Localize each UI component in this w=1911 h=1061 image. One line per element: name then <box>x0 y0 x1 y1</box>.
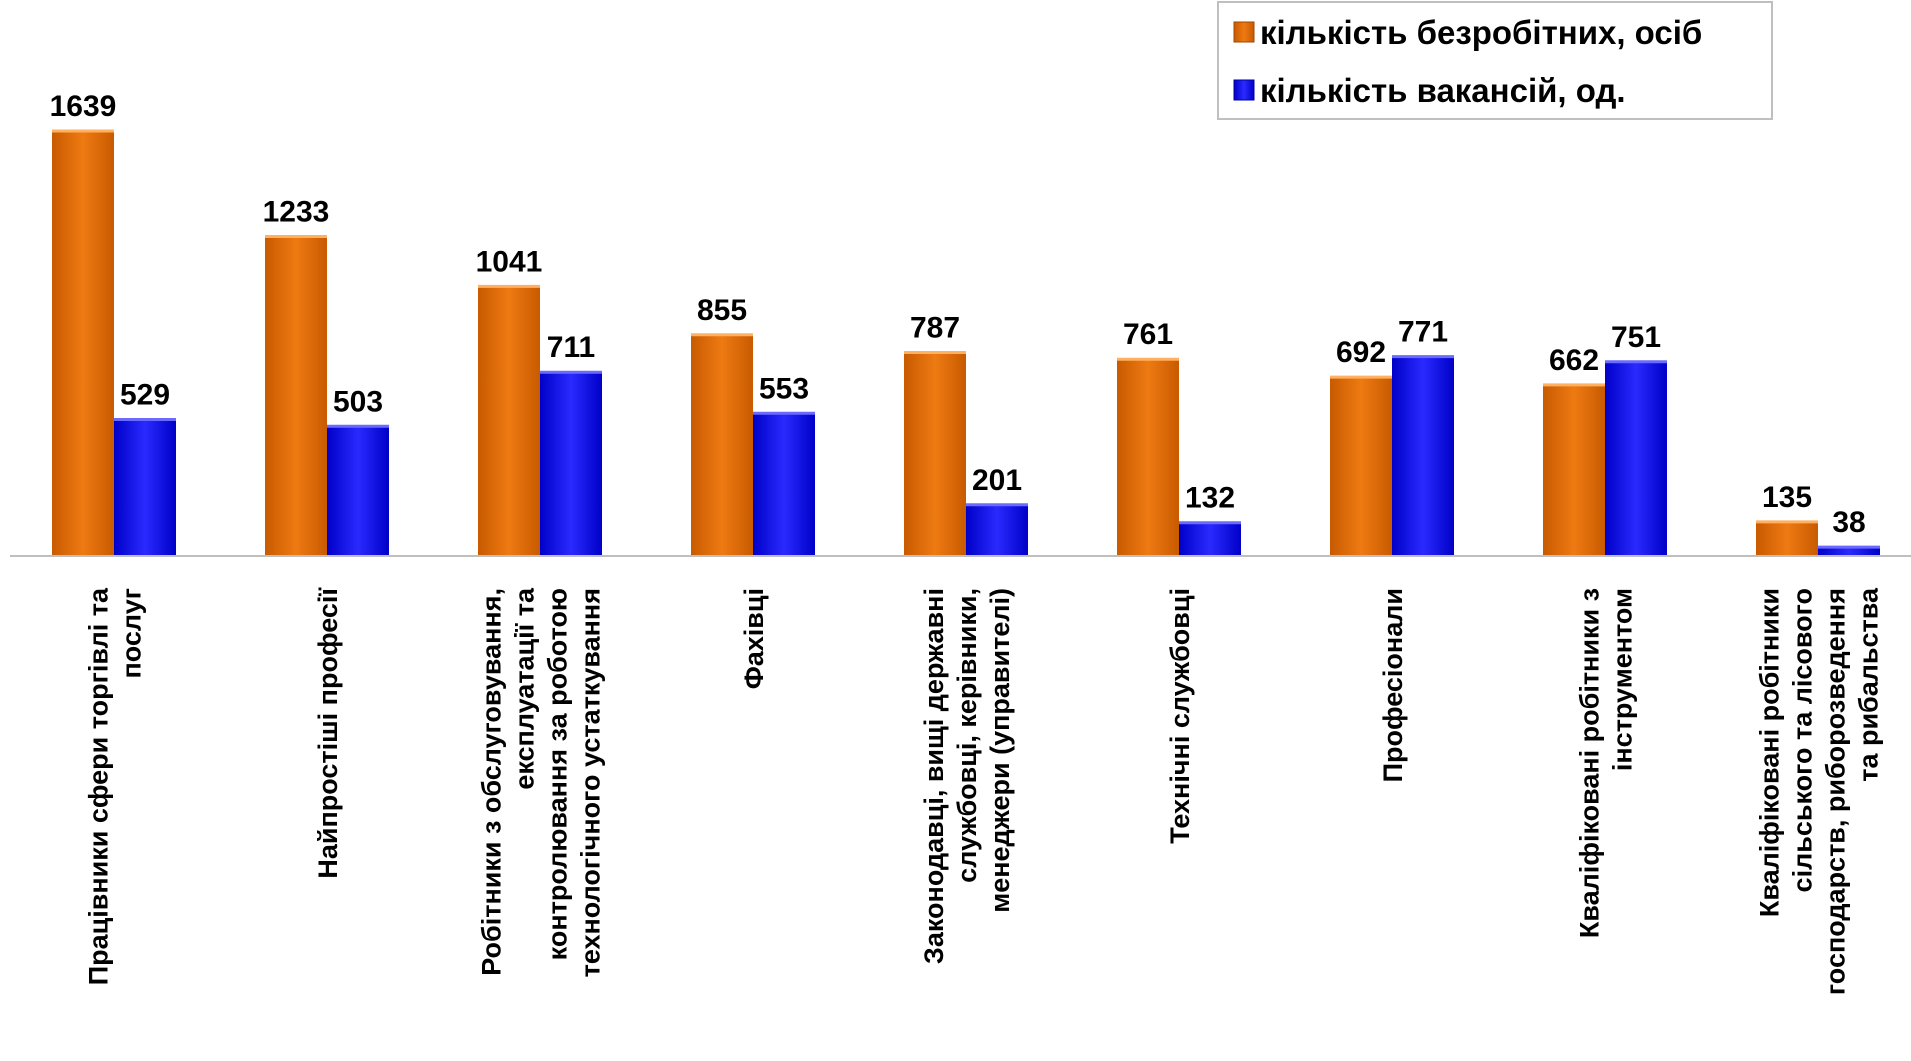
category-label-line: Робітники з обслуговування, <box>477 588 507 976</box>
category-label-1: Найпростіші професії <box>313 587 343 879</box>
category-label-line: контролювання за роботою <box>543 588 573 960</box>
value-label-vacancies-5: 132 <box>1185 482 1235 515</box>
legend-box <box>1217 1 1773 120</box>
value-label-unemployed-0: 1639 <box>50 90 117 123</box>
bar-vacancies-1 <box>327 425 389 556</box>
bar-vacancies-6 <box>1392 355 1454 556</box>
bars-layer <box>52 129 1880 556</box>
category-label-line: службовці, керівники, <box>952 588 982 883</box>
bar-unemployed-7 <box>1543 383 1605 556</box>
legend-label-vacancies: кількість вакансій, од. <box>1260 72 1626 109</box>
bar-unemployed-6 <box>1330 376 1392 556</box>
category-labels-layer: Працівники сфери торгівлі та послуг Найпро… <box>84 587 1884 995</box>
bar-vacancies-5 <box>1179 521 1241 556</box>
category-label-line: сільського та лісового <box>1788 588 1818 892</box>
category-label-4: Законодавці, вищі державні службовці, кер… <box>919 588 1015 964</box>
category-label-line: та рибальства <box>1854 587 1884 782</box>
category-label-line: господарств, риборозведення <box>1821 588 1851 995</box>
bar-unemployed-5 <box>1117 358 1179 556</box>
value-label-unemployed-6: 692 <box>1336 336 1386 369</box>
value-label-vacancies-8: 38 <box>1832 506 1865 539</box>
category-label-line: Фахівці <box>739 588 769 689</box>
category-label-line: Найпростіші професії <box>313 587 343 879</box>
bar-unemployed-2 <box>478 285 540 556</box>
category-label-7: Кваліфіковані робітники з інструментом <box>1575 588 1638 938</box>
value-label-vacancies-0: 529 <box>120 379 170 412</box>
category-label-line: Професіонали <box>1378 588 1408 782</box>
category-label-line: послуг <box>117 588 147 679</box>
value-label-vacancies-3: 553 <box>759 372 809 405</box>
category-label-line: Кваліфіковані робітники <box>1755 588 1785 917</box>
category-label-line: технологічного устаткування <box>576 588 606 977</box>
legend-label-unemployed: кількість безробітних, осіб <box>1260 14 1702 51</box>
bar-vacancies-8 <box>1818 546 1880 556</box>
bar-unemployed-3 <box>691 333 753 556</box>
bar-unemployed-1 <box>265 235 327 556</box>
category-label-line: Працівники сфери торгівлі та <box>84 587 114 985</box>
bar-unemployed-0 <box>52 130 114 556</box>
category-label-line: Кваліфіковані робітники з <box>1575 588 1605 938</box>
category-label-3: Фахівці <box>739 588 769 689</box>
value-label-unemployed-1: 1233 <box>263 196 330 229</box>
bar-vacancies-0 <box>114 418 176 556</box>
category-label-0: Працівники сфери торгівлі та послуг <box>84 587 147 985</box>
bar-vacancies-2 <box>540 371 602 556</box>
bar-vacancies-4 <box>966 503 1028 556</box>
bar-vacancies-3 <box>753 412 815 556</box>
value-label-unemployed-3: 855 <box>697 294 747 327</box>
legend-swatch-vacancies <box>1233 79 1255 101</box>
value-label-vacancies-7: 751 <box>1611 321 1661 354</box>
value-label-unemployed-2: 1041 <box>476 245 543 278</box>
category-label-line: Законодавці, вищі державні <box>919 588 949 964</box>
category-label-5: Технічні службовці <box>1165 588 1195 844</box>
category-label-line: менеджери (управителі) <box>985 588 1015 913</box>
value-label-vacancies-6: 771 <box>1398 316 1448 349</box>
value-labels-layer: 1639 529 1233 503 1041 711 855 553 787 201 761 132 6… <box>50 90 1866 539</box>
bar-unemployed-4 <box>904 351 966 556</box>
legend: кількість безробітних, осіб кількість ва… <box>1217 1 1773 120</box>
legend-swatch-unemployed <box>1233 21 1255 43</box>
category-label-2: Робітники з обслуговування, експлуатації … <box>477 587 606 977</box>
category-label-line: Технічні службовці <box>1165 588 1195 844</box>
category-label-line: експлуатації та <box>510 587 540 790</box>
bar-vacancies-7 <box>1605 360 1667 556</box>
value-label-unemployed-5: 761 <box>1123 318 1173 351</box>
value-label-unemployed-4: 787 <box>910 311 960 344</box>
category-label-line: інструментом <box>1608 588 1638 771</box>
value-label-unemployed-7: 662 <box>1549 344 1599 377</box>
value-label-unemployed-8: 135 <box>1762 481 1812 514</box>
category-label-6: Професіонали <box>1378 588 1408 782</box>
category-label-8: Кваліфіковані робітники сільського та ліс… <box>1755 587 1884 995</box>
bar-unemployed-8 <box>1756 520 1818 556</box>
value-label-vacancies-1: 503 <box>333 385 383 418</box>
value-label-vacancies-2: 711 <box>547 331 595 364</box>
value-label-vacancies-4: 201 <box>972 464 1022 497</box>
